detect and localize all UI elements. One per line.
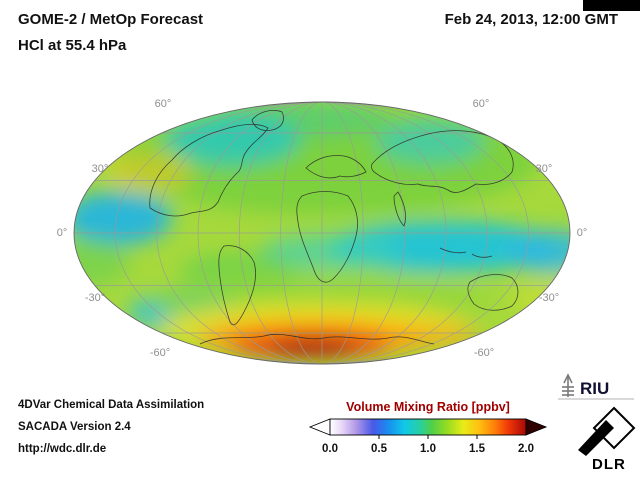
colorbar-tick-marks [378,435,478,439]
footer-credits: 4DVar Chemical Data Assimilation SACADA … [18,394,204,460]
latitude-labels: 60° 30° 0° -30° -60° 60° 30° 0° -30° -60… [57,98,588,359]
colorbar-gradient-bar [329,418,527,436]
datetime-label: Feb 24, 2013, 12:00 GMT [444,11,618,28]
colorbar-title: Volume Mixing Ratio [ppbv] [346,400,510,414]
lat-label-right-0: 0° [577,227,588,239]
footer-line-version: SACADA Version 2.4 [18,421,131,433]
coastlines [149,110,519,345]
riu-logo: RIU [558,373,634,400]
page-title: GOME-2 / MetOp Forecast [18,11,204,28]
footer-line-assimilation: 4DVar Chemical Data Assimilation [18,399,205,411]
dlr-signet-icon [578,406,636,456]
lat-label-left-60: 60° [155,98,172,110]
lat-label-right-m60: -60° [474,347,494,359]
tick-0.0: 0.0 [322,443,338,455]
dlr-logo-text: DLR [592,456,626,473]
lat-label-left-30: 30° [92,163,109,175]
colorbar-tick-labels: 0.0 0.5 1.0 1.5 2.0 [322,443,534,455]
colorbar-arrow-left [308,418,331,436]
tick-0.5: 0.5 [371,443,388,455]
tick-1.0: 1.0 [420,443,436,455]
spire-tower-icon [562,373,574,397]
lat-label-left-m60: -60° [150,347,170,359]
globe-outline [73,101,571,365]
tick-2.0: 2.0 [518,443,534,455]
riu-logo-text: RIU [580,379,609,398]
lat-label-left-0: 0° [57,227,68,239]
lat-label-left-m30: -30° [85,292,105,304]
colorbar-arrow-right [525,418,548,436]
lat-label-right-60: 60° [473,98,490,110]
lat-label-right-30: 30° [536,163,553,175]
heatmap-field [74,102,570,364]
lat-label-right-m30: -30° [539,292,559,304]
dlr-logo: DLR [578,406,636,473]
page-subtitle: HCl at 55.4 hPa [18,37,127,54]
footer-line-url: http://wdc.dlr.de [18,443,107,455]
colorbar: Volume Mixing Ratio [ppbv] 0.0 0.5 1.0 1… [308,400,548,455]
tick-1.5: 1.5 [469,443,486,455]
corner-mark [583,0,640,11]
